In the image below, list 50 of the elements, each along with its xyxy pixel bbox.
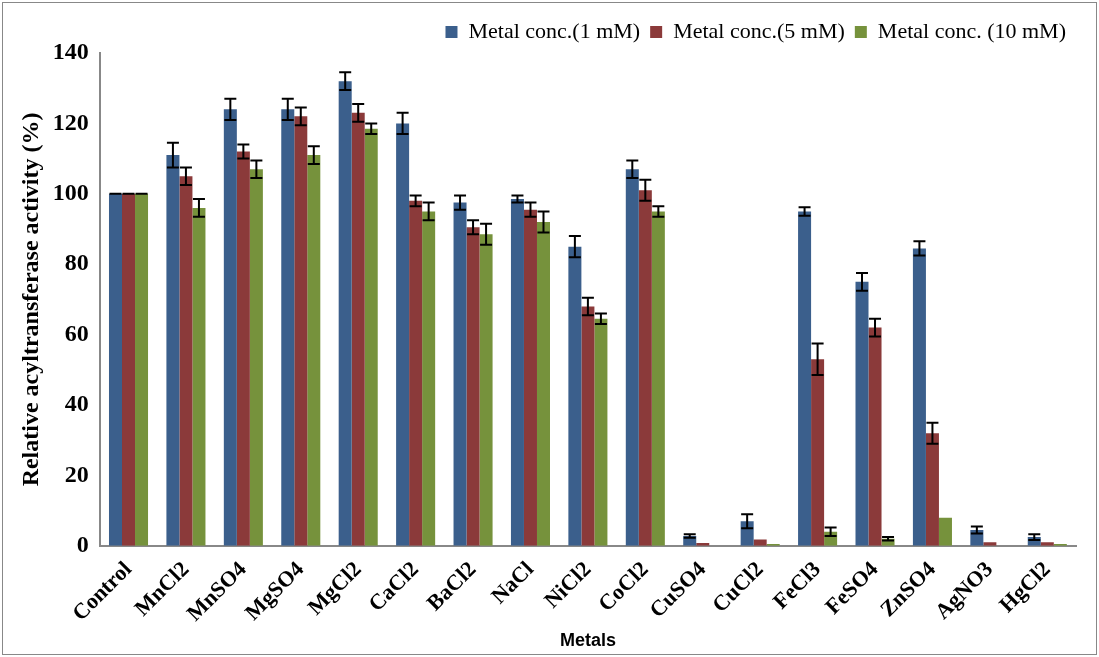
bar bbox=[422, 211, 436, 546]
bar bbox=[568, 246, 582, 546]
y-tick-label: 0 bbox=[76, 531, 89, 558]
bar bbox=[192, 207, 206, 546]
bar bbox=[166, 155, 180, 546]
y-axis-title: Relative acyltransferase activity (%) bbox=[16, 112, 43, 487]
bar bbox=[396, 123, 410, 546]
bar bbox=[249, 169, 263, 546]
legend-label: Metal conc.(5 mM) bbox=[673, 17, 845, 43]
bar bbox=[179, 176, 193, 546]
bar bbox=[594, 318, 608, 546]
bar bbox=[135, 193, 149, 546]
bar bbox=[651, 211, 665, 546]
bar bbox=[925, 433, 939, 546]
bar bbox=[912, 248, 926, 546]
bar bbox=[811, 359, 825, 546]
y-tick-label: 60 bbox=[64, 319, 89, 346]
bar bbox=[523, 209, 537, 546]
y-tick-label: 80 bbox=[64, 249, 89, 276]
bar bbox=[281, 109, 295, 546]
y-tick-label: 20 bbox=[64, 460, 89, 487]
y-tick-label: 40 bbox=[64, 390, 89, 417]
bar bbox=[108, 193, 122, 546]
legend-label: Metal conc.(1 mM) bbox=[468, 17, 641, 43]
bar bbox=[938, 517, 952, 546]
bar bbox=[638, 190, 652, 546]
bar bbox=[453, 202, 467, 546]
bar bbox=[855, 281, 869, 546]
bar bbox=[466, 227, 480, 546]
bar bbox=[294, 116, 308, 546]
y-tick-label: 120 bbox=[52, 108, 89, 135]
bar bbox=[625, 169, 639, 546]
bar bbox=[236, 151, 250, 546]
bar bbox=[510, 199, 524, 546]
bar bbox=[868, 327, 882, 546]
bar bbox=[798, 211, 812, 546]
bar bbox=[364, 128, 378, 546]
bar bbox=[223, 109, 237, 546]
bar bbox=[338, 81, 352, 546]
legend-label: Metal conc. (10 mM) bbox=[877, 17, 1066, 43]
y-tick-label: 140 bbox=[52, 38, 89, 65]
bar bbox=[307, 155, 321, 546]
y-tick-label: 100 bbox=[52, 179, 89, 206]
bar bbox=[536, 221, 550, 546]
x-axis-title: Metals bbox=[559, 630, 616, 651]
bar bbox=[351, 112, 365, 546]
bar bbox=[122, 193, 136, 546]
bar bbox=[581, 306, 595, 546]
bar bbox=[479, 234, 493, 546]
bar bbox=[409, 200, 423, 546]
